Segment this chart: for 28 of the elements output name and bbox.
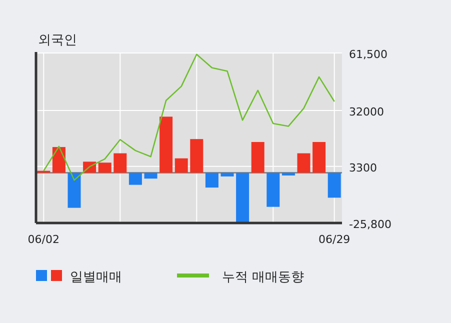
bar bbox=[174, 158, 188, 173]
bar bbox=[128, 172, 142, 185]
bar bbox=[98, 162, 112, 173]
bar bbox=[251, 142, 264, 173]
bar bbox=[236, 172, 250, 222]
y-tick-label: 3300 bbox=[349, 161, 377, 174]
legend-label: 일별매매 bbox=[70, 270, 122, 285]
bar bbox=[68, 172, 81, 208]
bar bbox=[282, 172, 295, 176]
legend-label: 누적 매매동향 bbox=[222, 270, 304, 285]
bar bbox=[205, 172, 218, 188]
legend-item: 누적 매매동향 bbox=[177, 270, 304, 285]
y-tick-label: 61,500 bbox=[349, 48, 388, 61]
bar bbox=[328, 172, 341, 198]
x-tick-label: 06/29 bbox=[318, 233, 350, 246]
x-tick-label: 06/02 bbox=[28, 233, 60, 246]
bar bbox=[114, 153, 127, 173]
bar bbox=[266, 172, 280, 207]
bar bbox=[190, 139, 204, 173]
y-tick-label: -25,800 bbox=[349, 218, 392, 231]
chart-title: 외국인 bbox=[38, 33, 77, 48]
bar bbox=[312, 142, 326, 173]
bar bbox=[160, 116, 173, 173]
bar bbox=[297, 153, 310, 173]
legend-item: 일별매매 bbox=[36, 270, 122, 285]
bar bbox=[220, 172, 234, 176]
bar bbox=[144, 172, 158, 179]
y-tick-label: 32000 bbox=[349, 105, 384, 118]
